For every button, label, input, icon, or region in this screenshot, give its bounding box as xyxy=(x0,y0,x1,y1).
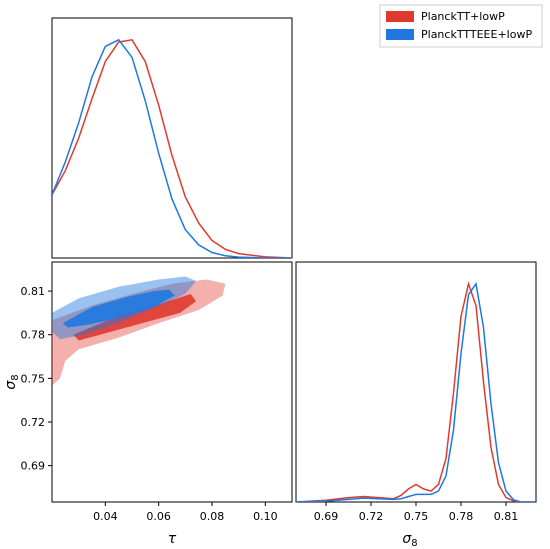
legend-label-plancktt: PlanckTT+lowP xyxy=(421,10,505,23)
sigma8-marginal-line-0 xyxy=(296,281,536,502)
sigma8-xtick-label-2: 0.75 xyxy=(404,510,429,523)
contour-inner-1 xyxy=(62,289,175,328)
tau-xtick-label-2: 0.08 xyxy=(200,510,225,523)
legend-swatch-plancktt xyxy=(386,11,414,22)
sigma8-xtick-label-1: 0.72 xyxy=(359,510,384,523)
tau-xtick-label-0: 0.04 xyxy=(93,510,118,523)
sigma8-marginal-line-1 xyxy=(296,281,536,502)
tau-marginal-line-0 xyxy=(52,38,292,258)
tau-sigma8-contours xyxy=(52,276,226,386)
x-axis-label-sigma8: σ8 xyxy=(402,531,417,549)
sigma8-xtick-label-4: 0.81 xyxy=(494,510,519,523)
sigma8-ytick-label-0: 0.69 xyxy=(21,460,46,473)
sigma8-ytick-label-4: 0.81 xyxy=(21,285,46,298)
y-axis-label-sigma8: σ8 xyxy=(3,374,21,389)
tau-marginal-line-1 xyxy=(52,38,292,258)
tau-xtick-label-1: 0.06 xyxy=(146,510,171,523)
axis-ticks: 0.04 0.06 0.08 0.10 0.69 0.72 0.75 0.78 0.81 0.69… xyxy=(21,285,519,523)
x-axis-label-tau: τ xyxy=(168,531,177,547)
contour-inner-0 xyxy=(73,294,196,341)
legend: PlanckTT+lowP PlanckTTTEEE+lowP xyxy=(379,4,543,48)
tau-marginal-curves xyxy=(52,38,292,258)
tau-marginal-panel xyxy=(51,17,293,259)
tau-xtick-label-3: 0.10 xyxy=(253,510,278,523)
sigma8-ytick-label-2: 0.75 xyxy=(21,372,46,385)
sigma8-xtick-label-3: 0.78 xyxy=(449,510,474,523)
sigma8-ytick-label-3: 0.78 xyxy=(21,329,46,342)
sigma8-marginal-curves xyxy=(296,281,536,502)
sigma8-xtick-label-0: 0.69 xyxy=(314,510,339,523)
tau-sigma8-panel xyxy=(51,261,293,503)
sigma8-ytick-label-1: 0.72 xyxy=(21,416,46,429)
legend-swatch-planckttteee xyxy=(386,29,414,40)
legend-label-planckttteee: PlanckTTTEEE+lowP xyxy=(421,28,532,41)
